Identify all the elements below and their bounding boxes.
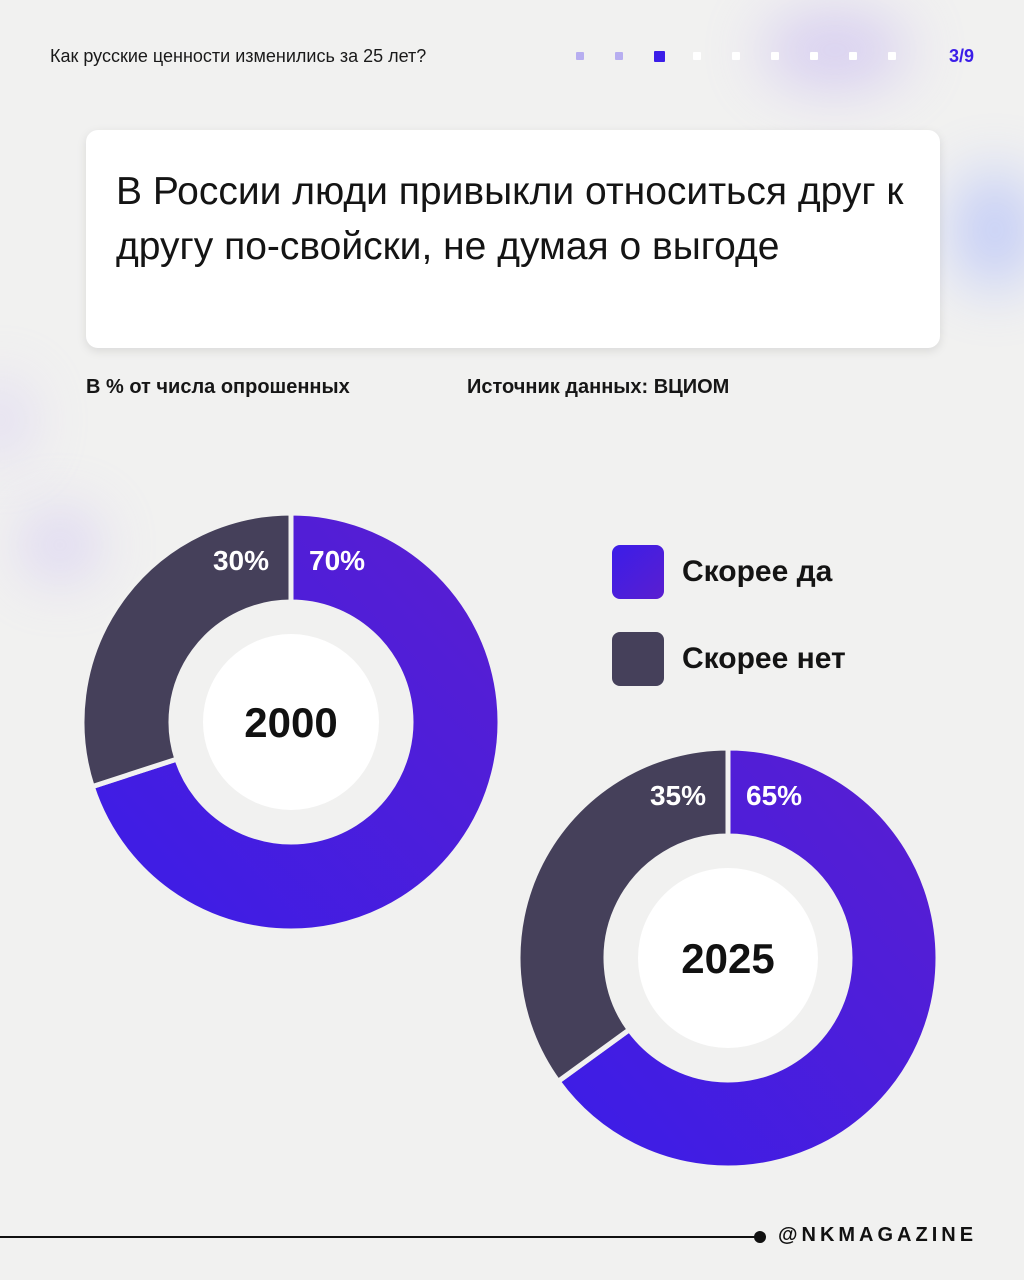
- unit-note: В % от числа опрошенных: [86, 376, 350, 398]
- headline-card: В России люди привыкли относиться друг к…: [86, 130, 940, 348]
- chart-year-label: 2025: [681, 935, 774, 982]
- donut-center: [638, 868, 818, 1048]
- progress-dot: [732, 52, 740, 60]
- value-label-yes: 70%: [309, 545, 365, 576]
- page-indicator: 3/9: [948, 46, 974, 66]
- progress-dot: [771, 52, 779, 60]
- value-label-no: 30%: [213, 545, 269, 576]
- value-label-no: 35%: [650, 780, 706, 811]
- series-title: Как русские ценности изменились за 25 ле…: [50, 46, 427, 66]
- footer-dot: [754, 1231, 766, 1243]
- background-blob: [20, 510, 100, 580]
- footer-handle: @NKMAGAZINE: [778, 1224, 978, 1246]
- legend-swatch-yes: [612, 545, 664, 599]
- progress-dot: [849, 52, 857, 60]
- legend-swatch-no: [612, 632, 664, 686]
- legend-label-yes: Скорее да: [682, 555, 833, 588]
- donut-slice-yes-2025: [554, 745, 941, 1171]
- progress-dot: [888, 52, 896, 60]
- background-blob: [950, 170, 1024, 290]
- footer-divider: [0, 1236, 760, 1238]
- data-source: Источник данных: ВЦИОМ: [467, 376, 730, 398]
- progress-dot: [615, 52, 623, 60]
- value-label-yes: 65%: [746, 780, 802, 811]
- background-blob: [760, 10, 910, 90]
- donut-slice-no-2000: [79, 510, 294, 790]
- donut-slice-no-2025: [515, 745, 731, 1085]
- progress-dot: [693, 52, 701, 60]
- progress-dot: [654, 51, 665, 62]
- headline: В России люди привыкли относиться друг к…: [116, 170, 904, 268]
- progress-dot: [576, 52, 584, 60]
- progress-dot: [810, 52, 818, 60]
- donut-center: [203, 634, 379, 810]
- chart-year-label: 2000: [244, 699, 337, 746]
- donut-slice-yes-2000: [89, 510, 503, 934]
- legend-label-no: Скорее нет: [682, 642, 846, 675]
